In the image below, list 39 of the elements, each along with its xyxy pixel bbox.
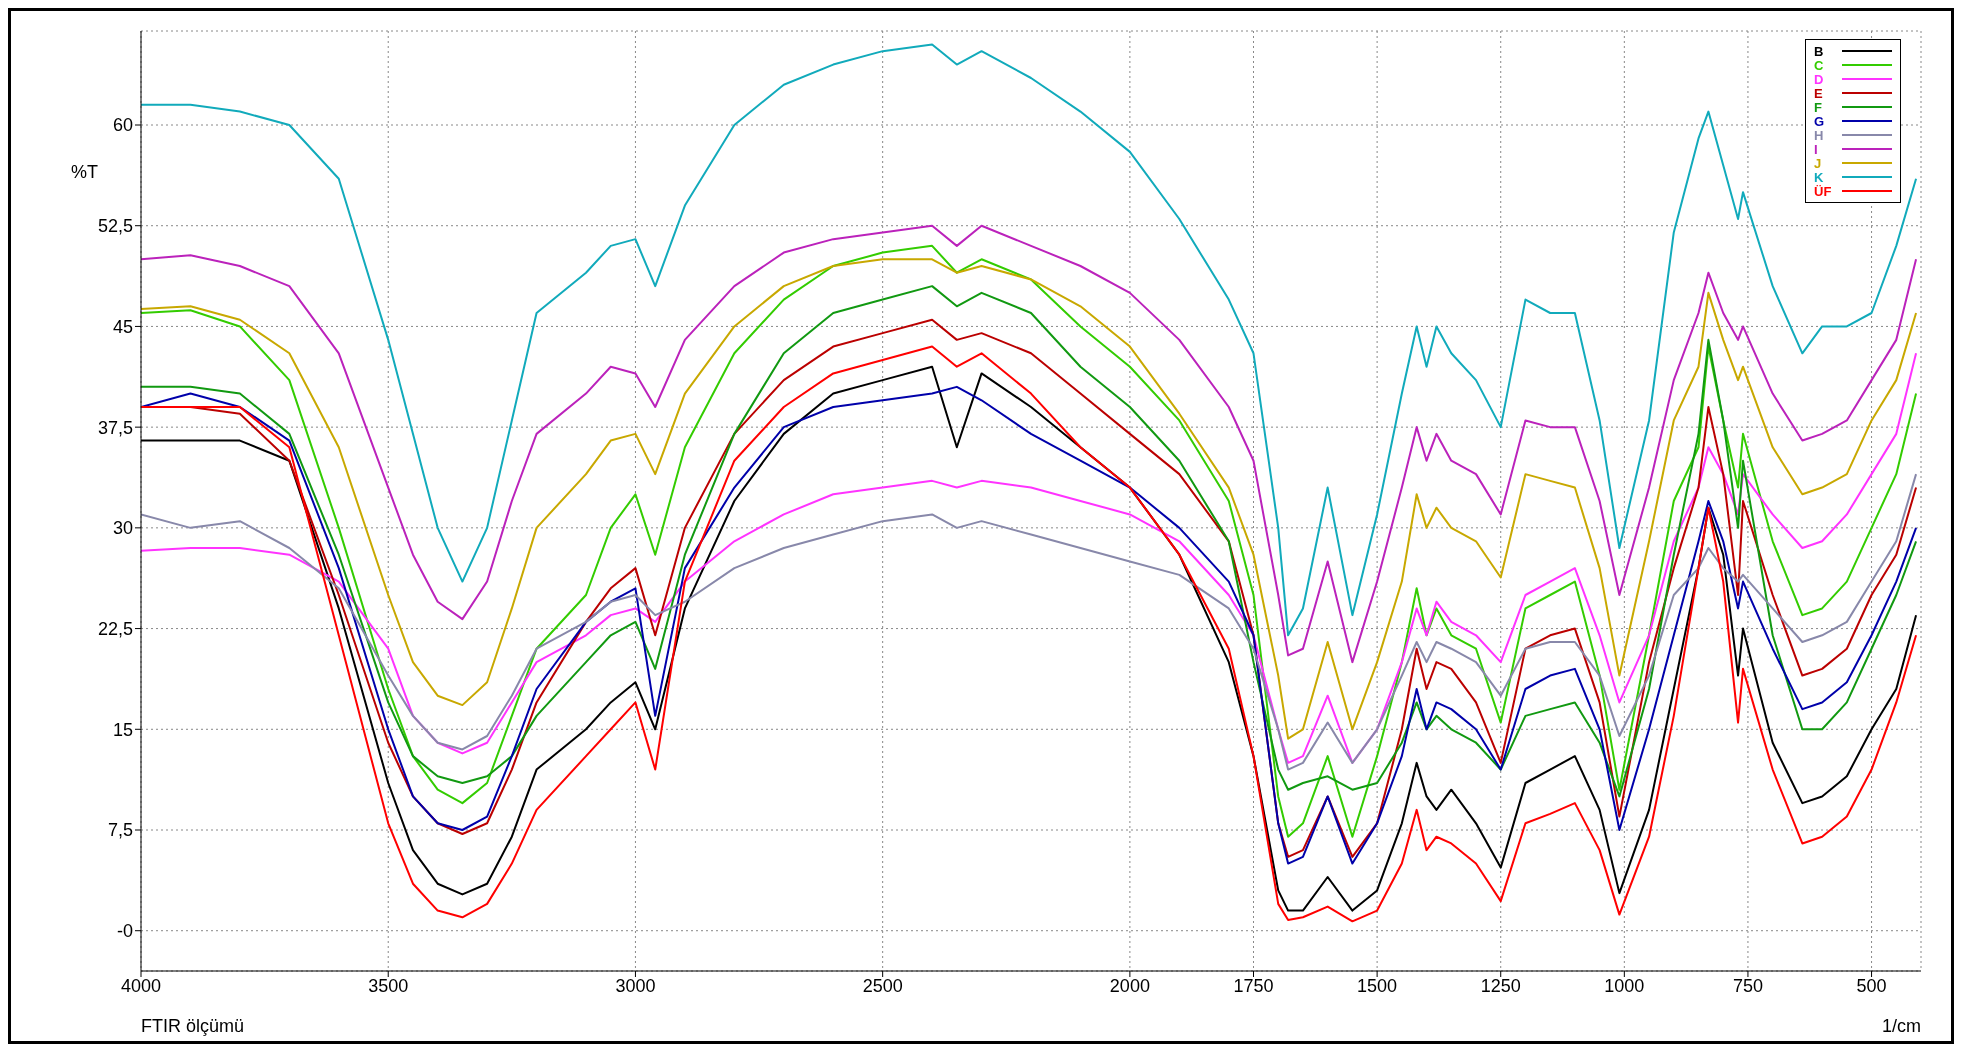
legend-label: D — [1814, 71, 1825, 87]
legend-label: B — [1814, 43, 1825, 59]
y-axis-title: %T — [71, 162, 98, 183]
legend-label: J — [1814, 155, 1823, 171]
x-tick-label: 500 — [1856, 975, 1887, 996]
legend-label: G — [1814, 113, 1826, 129]
x-axis-title: FTIR ölçümü — [141, 1016, 245, 1037]
line-series — [141, 258, 1918, 740]
x-tick-label: 1750 — [1233, 975, 1274, 996]
y-tick-label: 37,5 — [97, 417, 133, 438]
legend-label: C — [1814, 57, 1825, 73]
line-series — [141, 43, 1918, 637]
text: 1/cm — [1881, 1016, 1921, 1037]
legend-label: E — [1814, 85, 1824, 101]
line-series — [141, 473, 1918, 771]
line-series — [141, 352, 1918, 764]
x-tick-label: 1500 — [1357, 975, 1398, 996]
y-tick-label: 15 — [112, 719, 133, 740]
x-tick-label: 4000 — [120, 975, 162, 996]
x-tick-label: 3500 — [368, 975, 409, 996]
y-tick-label: 52,5 — [97, 216, 133, 237]
x-tick-label: 1250 — [1480, 975, 1521, 996]
legend-label: ÜF — [1814, 183, 1833, 199]
legend-label: K — [1814, 169, 1825, 185]
x-tick-label: 2000 — [1109, 975, 1150, 996]
x-tick-label: 750 — [1732, 975, 1763, 996]
line-series — [141, 224, 1918, 664]
y-tick-label: 7,5 — [107, 820, 133, 841]
legend-label: I — [1814, 141, 1819, 157]
y-tick-label: -0 — [116, 921, 133, 942]
x-tick-label: 2500 — [862, 975, 903, 996]
y-tick-label: 22,5 — [97, 618, 133, 639]
legend-label: H — [1814, 127, 1825, 143]
y-tick-label: 45 — [112, 316, 133, 337]
y-tick-label: 60 — [112, 115, 133, 136]
y-tick-label: 30 — [112, 518, 133, 539]
legend-label: F — [1814, 99, 1823, 115]
x-tick-label: 3000 — [615, 975, 656, 996]
x-tick-label: 1000 — [1604, 975, 1645, 996]
